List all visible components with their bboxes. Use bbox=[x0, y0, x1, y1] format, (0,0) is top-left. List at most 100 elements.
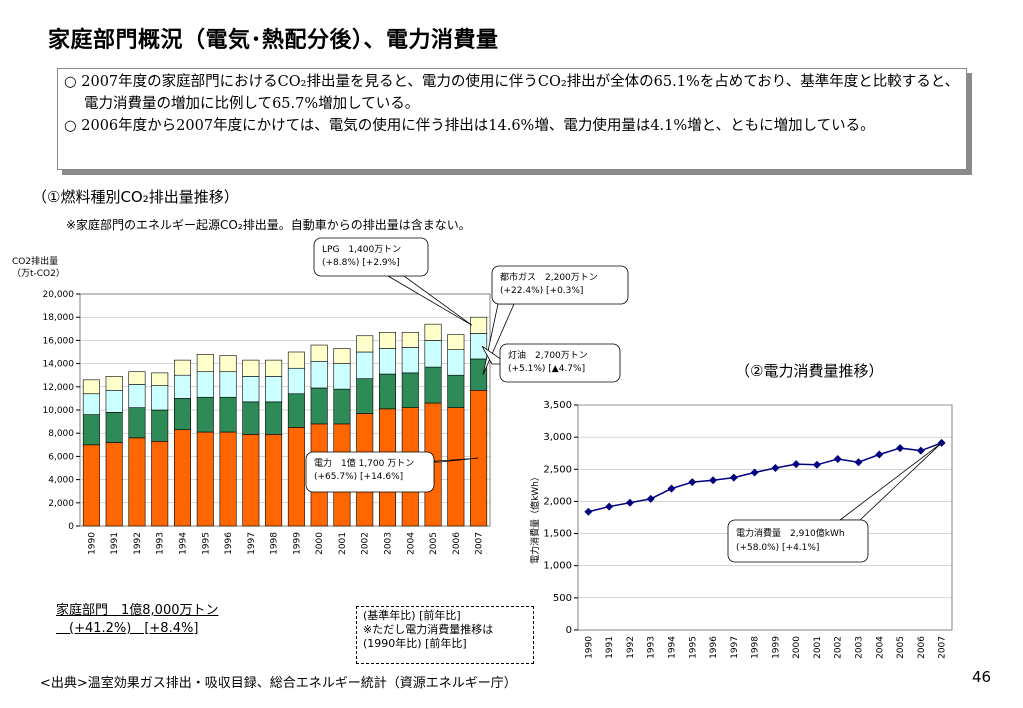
co2-callout-text: (+5.1%) [▲4.7%] bbox=[508, 364, 585, 374]
co2-bar-segment bbox=[174, 429, 192, 527]
ratio-legend-box: (基準年比) [前年比] ※ただし電力消費量推移は (1990年比) [前年比] bbox=[356, 606, 534, 664]
co2-x-tick-label: 2004 bbox=[406, 532, 416, 555]
co2-y-tick-label: 16,000 bbox=[43, 336, 75, 346]
co2-bar-segment bbox=[287, 367, 305, 395]
co2-chart-note: ※家庭部門のエネルギー起源CO₂排出量。自動車からの排出量は含まない。 bbox=[66, 218, 471, 232]
power-x-tick-label: 1999 bbox=[771, 636, 781, 659]
power-x-tick-label: 2001 bbox=[813, 636, 823, 659]
co2-x-tick-label: 2006 bbox=[452, 532, 462, 555]
co2-bar-segment bbox=[401, 347, 419, 374]
co2-bar-segment bbox=[151, 409, 169, 442]
co2-bar-segment bbox=[196, 431, 214, 527]
power-x-tick-label: 2002 bbox=[834, 636, 844, 659]
co2-x-tick-label: 1992 bbox=[133, 532, 143, 555]
power-data-point bbox=[854, 458, 863, 467]
co2-y-tick-label: 20,000 bbox=[43, 290, 75, 300]
co2-y-tick-label: 10,000 bbox=[43, 406, 75, 416]
power-y-tick-label: 2,500 bbox=[543, 464, 572, 475]
co2-x-tick-label: 2007 bbox=[475, 532, 485, 555]
co2-chart-heading: （①燃料種別CO₂排出量推移） bbox=[32, 188, 239, 206]
power-x-tick-label: 2004 bbox=[875, 636, 885, 659]
co2-y-tick-label: 8,000 bbox=[48, 429, 74, 439]
co2-y-tick-label: 14,000 bbox=[43, 360, 75, 370]
co2-bar-segment bbox=[219, 355, 237, 373]
co2-bar-segment bbox=[424, 323, 442, 341]
power-x-tick-label: 1993 bbox=[647, 636, 657, 659]
co2-bar-segment bbox=[82, 379, 100, 395]
power-callout-box bbox=[727, 519, 869, 563]
page-title: 家庭部門概況（電気･熱配分後）、電力消費量 bbox=[48, 28, 499, 53]
power-x-tick-label: 1998 bbox=[751, 636, 761, 659]
co2-bar-segment bbox=[447, 407, 465, 527]
power-data-point bbox=[792, 460, 801, 469]
co2-y-axis-label: CO2排出量 （万t-CO2） bbox=[12, 256, 65, 280]
household-total: 家庭部門 1億8,000万トン (+41.2%) [+8.4%] bbox=[56, 602, 219, 638]
co2-bar-segment bbox=[242, 434, 260, 527]
co2-bar-segment bbox=[356, 335, 374, 353]
co2-y-tick-label: 0 bbox=[68, 522, 74, 532]
co2-bar-segment bbox=[447, 334, 465, 350]
co2-bar-segment bbox=[82, 444, 100, 527]
power-data-point bbox=[729, 473, 738, 482]
co2-bar-segment bbox=[333, 348, 351, 364]
co2-bar-segment bbox=[174, 398, 192, 431]
summary-line: ○ 2007年度の家庭部門におけるCO₂排出量を見ると、電力の使用に伴うCO₂排… bbox=[64, 74, 960, 112]
household-total-label: 家庭部門 1億8,000万トン bbox=[56, 603, 219, 618]
power-y-tick-label: 1,500 bbox=[543, 529, 572, 540]
co2-bar-segment bbox=[196, 371, 214, 398]
co2-callout-text: (+22.4%) [+0.3%] bbox=[500, 286, 583, 296]
co2-bar-segment bbox=[105, 412, 123, 443]
power-x-tick-label: 2003 bbox=[855, 636, 865, 659]
power-data-point bbox=[896, 444, 905, 453]
power-data-point bbox=[812, 460, 821, 469]
power-data-point bbox=[833, 455, 842, 463]
co2-bar-segment bbox=[219, 396, 237, 433]
power-data-point bbox=[605, 502, 614, 511]
power-data-point bbox=[875, 450, 884, 459]
co2-bar-segment bbox=[310, 344, 328, 362]
co2-callout-box bbox=[491, 265, 629, 305]
co2-bar-segment bbox=[287, 351, 305, 369]
power-data-point bbox=[771, 464, 780, 472]
co2-bar-segment bbox=[128, 407, 146, 439]
co2-bar-segment bbox=[378, 348, 396, 375]
co2-bar-segment bbox=[242, 401, 260, 435]
co2-callout-box bbox=[499, 343, 621, 383]
co2-x-tick-label: 1993 bbox=[156, 532, 166, 555]
power-data-point bbox=[584, 507, 593, 516]
summary-box: ○ 2007年度の家庭部門におけるCO₂排出量を見ると、電力の使用に伴うCO₂排… bbox=[57, 68, 967, 170]
power-callout-text: (+58.0%) [+4.1%] bbox=[736, 543, 819, 553]
power-y-axis-label: 電力消費量（億kWh） bbox=[529, 472, 541, 564]
co2-callout-text: (+8.8%) [+2.9%] bbox=[322, 258, 400, 268]
co2-bar-segment bbox=[82, 414, 100, 446]
power-y-tick-label: 2,000 bbox=[543, 496, 572, 507]
co2-bar-segment bbox=[447, 349, 465, 376]
co2-bar-segment bbox=[310, 387, 328, 425]
co2-x-tick-label: 1994 bbox=[179, 532, 189, 555]
co2-callout-box bbox=[313, 237, 429, 277]
co2-bar-segment bbox=[333, 388, 351, 425]
co2-bar-segment bbox=[424, 340, 442, 368]
co2-x-tick-label: 1995 bbox=[201, 532, 211, 555]
co2-bar-segment bbox=[128, 384, 146, 408]
co2-bar-segment bbox=[196, 354, 214, 373]
co2-bar-segment bbox=[242, 359, 260, 377]
co2-bar-segment bbox=[310, 360, 328, 389]
co2-callout-text: 電力 1億 1,700 万トン bbox=[314, 457, 414, 469]
power-x-tick-label: 1990 bbox=[584, 636, 594, 659]
co2-y-tick-label: 18,000 bbox=[43, 313, 75, 323]
co2-callout-text: (+65.7%) [+14.6%] bbox=[314, 472, 403, 482]
co2-y-tick-label: 6,000 bbox=[48, 452, 74, 462]
power-x-tick-label: 1994 bbox=[668, 636, 678, 659]
co2-callout-text: 灯油 2,700万トン bbox=[508, 349, 588, 361]
co2-bar-segment bbox=[401, 331, 419, 348]
power-x-tick-label: 2000 bbox=[792, 636, 802, 659]
co2-callout-box bbox=[305, 451, 435, 493]
source-note: <出典>温室効果ガス排出・吸収目録、総合エネルギー統計（資源エネルギー庁） bbox=[40, 676, 517, 691]
co2-callout-text: 都市ガス 2,200万トン bbox=[500, 271, 598, 283]
co2-bar-segment bbox=[401, 372, 419, 408]
power-y-tick-label: 3,500 bbox=[543, 400, 572, 411]
power-data-point bbox=[625, 498, 634, 507]
power-x-tick-label: 2006 bbox=[917, 636, 927, 659]
